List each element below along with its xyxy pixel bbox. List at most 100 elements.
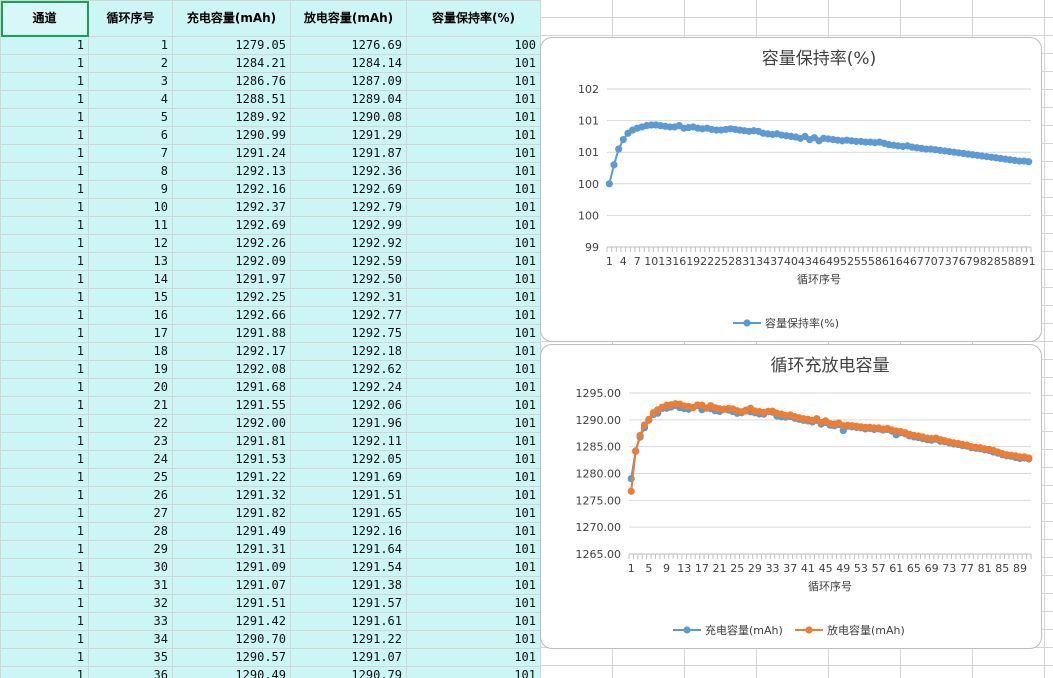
cell-cycle-index[interactable]: 24 (88, 450, 173, 469)
cell-cycle-index[interactable]: 8 (88, 162, 173, 181)
cell-charge-capacity[interactable]: 1292.13 (172, 162, 291, 181)
cell-retention[interactable]: 101 (406, 540, 541, 559)
header-discharge-capacity[interactable]: 放电容量(mAh) (290, 0, 407, 37)
header-retention[interactable]: 容量保持率(%) (406, 0, 541, 37)
cell-channel[interactable]: 1 (0, 90, 89, 109)
cell-cycle-index[interactable]: 1 (88, 36, 173, 55)
cell-retention[interactable]: 101 (406, 396, 541, 415)
cell-channel[interactable]: 1 (0, 558, 89, 577)
cell-cycle-index[interactable]: 12 (88, 234, 173, 253)
header-cycle-index[interactable]: 循环序号 (88, 0, 173, 37)
cell-charge-capacity[interactable]: 1291.24 (172, 144, 291, 163)
cell-retention[interactable]: 101 (406, 558, 541, 577)
cell-discharge-capacity[interactable]: 1292.06 (290, 396, 407, 415)
cell-discharge-capacity[interactable]: 1292.79 (290, 198, 407, 217)
cell-retention[interactable]: 101 (406, 576, 541, 595)
cell-retention[interactable]: 101 (406, 468, 541, 487)
cell-channel[interactable]: 1 (0, 324, 89, 343)
cell-cycle-index[interactable]: 18 (88, 342, 173, 361)
cell-channel[interactable]: 1 (0, 594, 89, 613)
cell-retention[interactable]: 100 (406, 36, 541, 55)
cell-charge-capacity[interactable]: 1291.07 (172, 576, 291, 595)
retention-chart[interactable]: 容量保持率(%) 99 100 100 101 101 102 1 4 7 10 13 16 19 22 25… (540, 37, 1042, 342)
cell-charge-capacity[interactable]: 1291.88 (172, 324, 291, 343)
cell-retention[interactable]: 101 (406, 90, 541, 109)
cell-channel[interactable]: 1 (0, 540, 89, 559)
cell-cycle-index[interactable]: 6 (88, 126, 173, 145)
cell-retention[interactable]: 101 (406, 144, 541, 163)
cell-charge-capacity[interactable]: 1291.97 (172, 270, 291, 289)
cell-discharge-capacity[interactable]: 1291.64 (290, 540, 407, 559)
cell-retention[interactable]: 101 (406, 252, 541, 271)
cell-charge-capacity[interactable]: 1284.21 (172, 54, 291, 73)
cell-charge-capacity[interactable]: 1291.81 (172, 432, 291, 451)
cell-discharge-capacity[interactable]: 1284.14 (290, 54, 407, 73)
cell-channel[interactable]: 1 (0, 162, 89, 181)
cell-channel[interactable]: 1 (0, 252, 89, 271)
cell-channel[interactable]: 1 (0, 270, 89, 289)
cell-retention[interactable]: 101 (406, 630, 541, 649)
cell-discharge-capacity[interactable]: 1291.57 (290, 594, 407, 613)
cell-discharge-capacity[interactable]: 1292.92 (290, 234, 407, 253)
cell-charge-capacity[interactable]: 1291.31 (172, 540, 291, 559)
cell-discharge-capacity[interactable]: 1287.09 (290, 72, 407, 91)
cell-retention[interactable]: 101 (406, 432, 541, 451)
cell-discharge-capacity[interactable]: 1291.54 (290, 558, 407, 577)
cell-cycle-index[interactable]: 28 (88, 522, 173, 541)
cell-channel[interactable]: 1 (0, 648, 89, 667)
cell-charge-capacity[interactable]: 1291.82 (172, 504, 291, 523)
cell-retention[interactable]: 101 (406, 234, 541, 253)
cell-discharge-capacity[interactable]: 1292.16 (290, 522, 407, 541)
cell-discharge-capacity[interactable]: 1291.22 (290, 630, 407, 649)
cell-charge-capacity[interactable]: 1292.00 (172, 414, 291, 433)
cell-charge-capacity[interactable]: 1292.69 (172, 216, 291, 235)
cell-channel[interactable]: 1 (0, 72, 89, 91)
cell-retention[interactable]: 101 (406, 360, 541, 379)
cell-cycle-index[interactable]: 19 (88, 360, 173, 379)
cell-charge-capacity[interactable]: 1291.42 (172, 612, 291, 631)
cell-retention[interactable]: 101 (406, 612, 541, 631)
cell-cycle-index[interactable]: 20 (88, 378, 173, 397)
cell-retention[interactable]: 101 (406, 414, 541, 433)
header-charge-capacity[interactable]: 充电容量(mAh) (172, 0, 291, 37)
cell-discharge-capacity[interactable]: 1292.05 (290, 450, 407, 469)
cell-cycle-index[interactable]: 25 (88, 468, 173, 487)
cell-channel[interactable]: 1 (0, 432, 89, 451)
cell-retention[interactable]: 101 (406, 270, 541, 289)
cell-cycle-index[interactable]: 17 (88, 324, 173, 343)
cell-charge-capacity[interactable]: 1291.53 (172, 450, 291, 469)
cell-retention[interactable]: 101 (406, 342, 541, 361)
cell-cycle-index[interactable]: 9 (88, 180, 173, 199)
cell-discharge-capacity[interactable]: 1291.51 (290, 486, 407, 505)
cell-channel[interactable]: 1 (0, 234, 89, 253)
cell-cycle-index[interactable]: 22 (88, 414, 173, 433)
cell-cycle-index[interactable]: 3 (88, 72, 173, 91)
cell-retention[interactable]: 101 (406, 54, 541, 73)
cell-charge-capacity[interactable]: 1292.26 (172, 234, 291, 253)
cell-charge-capacity[interactable]: 1291.49 (172, 522, 291, 541)
cell-charge-capacity[interactable]: 1292.25 (172, 288, 291, 307)
cell-retention[interactable]: 101 (406, 378, 541, 397)
cell-charge-capacity[interactable]: 1291.22 (172, 468, 291, 487)
cell-discharge-capacity[interactable]: 1292.18 (290, 342, 407, 361)
cell-channel[interactable]: 1 (0, 378, 89, 397)
cell-channel[interactable]: 1 (0, 342, 89, 361)
cell-retention[interactable]: 101 (406, 108, 541, 127)
cell-cycle-index[interactable]: 16 (88, 306, 173, 325)
cell-retention[interactable]: 101 (406, 594, 541, 613)
cell-cycle-index[interactable]: 13 (88, 252, 173, 271)
cell-charge-capacity[interactable]: 1292.08 (172, 360, 291, 379)
cell-channel[interactable]: 1 (0, 504, 89, 523)
cell-cycle-index[interactable]: 10 (88, 198, 173, 217)
cell-discharge-capacity[interactable]: 1292.62 (290, 360, 407, 379)
cell-cycle-index[interactable]: 7 (88, 144, 173, 163)
cell-discharge-capacity[interactable]: 1289.04 (290, 90, 407, 109)
cell-charge-capacity[interactable]: 1291.32 (172, 486, 291, 505)
cell-charge-capacity[interactable]: 1288.51 (172, 90, 291, 109)
cell-charge-capacity[interactable]: 1290.57 (172, 648, 291, 667)
cell-cycle-index[interactable]: 14 (88, 270, 173, 289)
cell-discharge-capacity[interactable]: 1292.59 (290, 252, 407, 271)
cell-retention[interactable]: 101 (406, 666, 541, 678)
cell-cycle-index[interactable]: 31 (88, 576, 173, 595)
cell-retention[interactable]: 101 (406, 522, 541, 541)
